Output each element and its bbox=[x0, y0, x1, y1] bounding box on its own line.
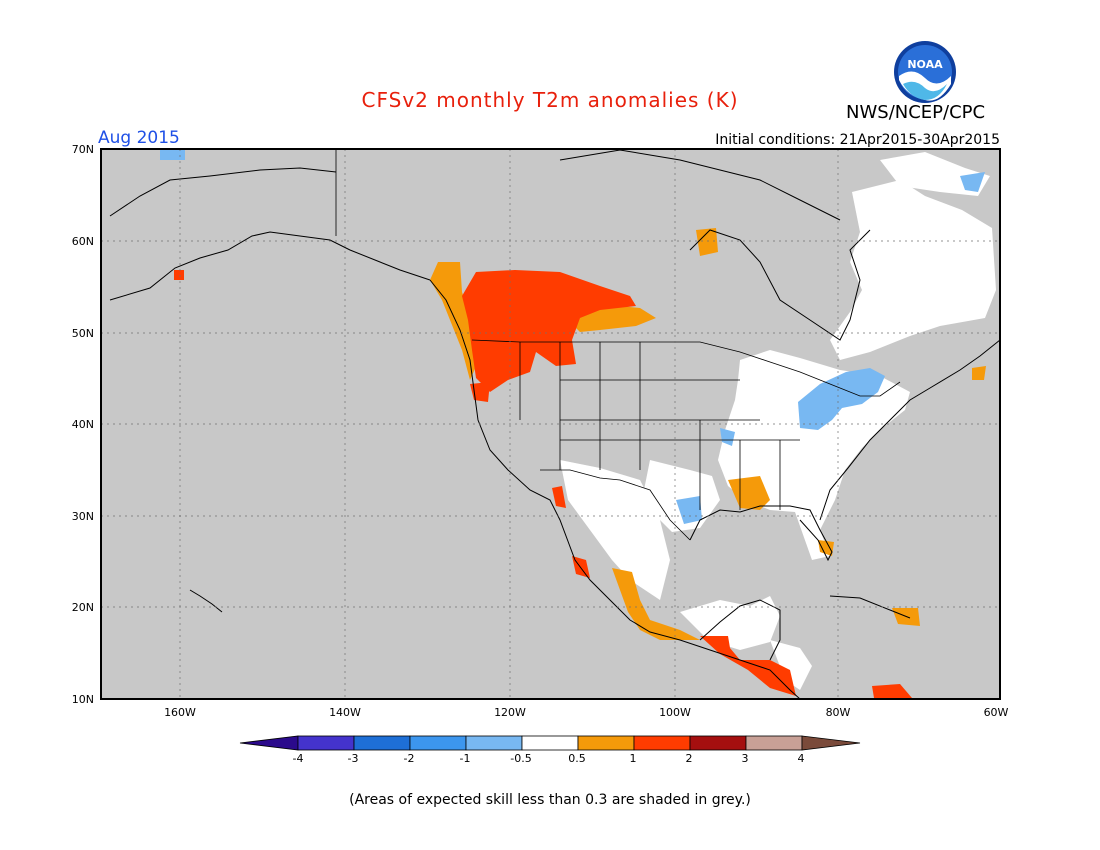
lon-label: 60W bbox=[984, 706, 1009, 719]
political-boundaries bbox=[335, 150, 901, 541]
lat-label: 40N bbox=[72, 418, 94, 431]
forecast-month: Aug 2015 bbox=[98, 128, 180, 148]
region-mexico-neutral bbox=[560, 460, 670, 600]
coast-gulf bbox=[689, 505, 833, 562]
legend-tick: -1 bbox=[460, 752, 471, 765]
lon-label: 100W bbox=[659, 706, 691, 719]
initial-conditions: Initial conditions: 21Apr2015-30Apr2015 bbox=[715, 132, 1000, 148]
region-quebec-neutral bbox=[830, 180, 996, 360]
region-colombia-warm bbox=[872, 684, 912, 698]
region-mexico-pacific-coast bbox=[612, 568, 700, 640]
legend-box bbox=[353, 735, 411, 751]
legend-tick: 1 bbox=[630, 752, 637, 765]
region-hudson-bay-warm bbox=[696, 228, 718, 256]
legend-tick: -4 bbox=[293, 752, 304, 765]
noaa-logo: NOAA bbox=[893, 40, 957, 104]
lat-label: 30N bbox=[72, 510, 94, 523]
region-gulf-coast-warm bbox=[728, 476, 770, 510]
region-baja-warm bbox=[552, 486, 566, 508]
region-arctic-cool bbox=[160, 150, 185, 160]
coast-alaska-north bbox=[109, 167, 337, 217]
legend-tick: -2 bbox=[404, 752, 415, 765]
region-central-america-neutral bbox=[770, 640, 812, 690]
legend-box bbox=[577, 735, 635, 751]
lat-labels: 70N 60N 50N 40N 30N 20N 10N bbox=[72, 143, 94, 706]
region-mississippi-cool bbox=[720, 428, 735, 446]
chart-title: CFSv2 monthly T2m anomalies (K) bbox=[361, 88, 739, 112]
coast-yucatan bbox=[699, 599, 781, 661]
legend-box bbox=[521, 735, 579, 751]
legend-boxes bbox=[239, 735, 861, 751]
coast-cuba bbox=[829, 595, 911, 619]
lat-label: 60N bbox=[72, 235, 94, 248]
lon-label: 120W bbox=[494, 706, 526, 719]
coast-hudson-bay bbox=[689, 229, 871, 341]
lat-label: 70N bbox=[72, 143, 94, 156]
coast-atlantic bbox=[819, 339, 1001, 521]
legend-box bbox=[465, 735, 523, 751]
legend-tick: 3 bbox=[742, 752, 749, 765]
legend-tick: -3 bbox=[348, 752, 359, 765]
region-florida-warm bbox=[818, 540, 834, 556]
coastlines bbox=[109, 149, 1001, 700]
region-arctic-neutral bbox=[880, 152, 990, 196]
region-nova-scotia-warm bbox=[972, 366, 986, 380]
legend-tick: 0.5 bbox=[568, 752, 586, 765]
coast-alaska bbox=[109, 231, 431, 301]
region-caribbean-warm bbox=[892, 608, 920, 626]
lat-label: 10N bbox=[72, 693, 94, 706]
lon-label: 160W bbox=[164, 706, 196, 719]
noaa-logo-text: NOAA bbox=[907, 58, 943, 71]
legend-tick: 4 bbox=[798, 752, 805, 765]
lon-label: 140W bbox=[329, 706, 361, 719]
legend-box bbox=[297, 735, 355, 751]
region-central-america-warm bbox=[700, 636, 796, 696]
region-pacific-northwest-coast bbox=[430, 262, 480, 380]
lon-labels: 160W 140W 120W 100W 80W 60W bbox=[164, 706, 1008, 719]
legend-box bbox=[745, 735, 803, 751]
agency-label: NWS/NCEP/CPC bbox=[846, 102, 986, 123]
lon-label: 80W bbox=[826, 706, 851, 719]
region-texas-cool bbox=[676, 496, 702, 524]
coast-pacific bbox=[429, 279, 801, 700]
cool-regions bbox=[160, 150, 985, 524]
legend-arrow-high bbox=[801, 735, 861, 751]
legend-box bbox=[689, 735, 747, 751]
legend-tick: 2 bbox=[686, 752, 693, 765]
legend-box bbox=[633, 735, 691, 751]
coast-hawaii bbox=[189, 589, 223, 613]
state-lines bbox=[519, 342, 800, 510]
region-alaska-warm bbox=[174, 270, 184, 280]
lat-label: 50N bbox=[72, 327, 94, 340]
moderate-warm-regions bbox=[430, 228, 986, 640]
region-great-lakes-cool bbox=[798, 368, 885, 430]
legend-ticks: -4 -3 -2 -1 -0.5 0.5 1 2 3 4 bbox=[293, 752, 805, 765]
region-western-canada-warm bbox=[462, 270, 636, 392]
skill-footnote: (Areas of expected skill less than 0.3 a… bbox=[349, 792, 751, 808]
lat-label: 20N bbox=[72, 601, 94, 614]
border-us-canada bbox=[471, 339, 901, 397]
map-frame bbox=[100, 148, 1001, 700]
legend-arrow-low bbox=[239, 735, 299, 751]
legend-box bbox=[409, 735, 467, 751]
legend-tick: -0.5 bbox=[510, 752, 531, 765]
region-labrador-cool bbox=[960, 172, 985, 192]
border-us-mexico bbox=[540, 469, 691, 541]
